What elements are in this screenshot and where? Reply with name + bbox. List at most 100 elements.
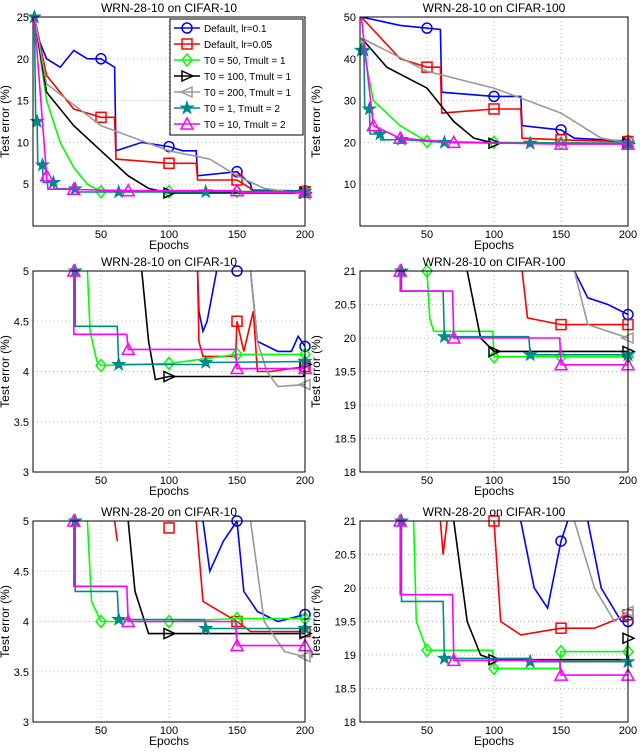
data-point-marker — [111, 611, 127, 626]
x-tick-label: 100 — [160, 725, 178, 737]
data-point-marker — [39, 168, 54, 182]
x-tick-label: 100 — [485, 229, 503, 241]
y-tick-label: 21 — [344, 266, 356, 278]
data-point-marker — [392, 130, 408, 144]
data-point-marker — [95, 53, 107, 65]
series-line-2 — [33, 17, 305, 193]
subplot-title: WRN-28-20 on CIFAR-10 — [101, 505, 237, 519]
x-axis-label: Epochs — [149, 238, 189, 252]
data-point-marker — [95, 111, 107, 124]
data-point-marker — [488, 661, 500, 676]
series-line-5 — [249, 521, 305, 658]
series-line-1 — [361, 17, 628, 142]
subplot-6: 50 100 150 200 18 18.5 19 19.5 20 20.5 21 WRN-28-20… — [309, 505, 637, 748]
data-point-marker — [421, 263, 433, 279]
data-point-marker — [120, 183, 136, 197]
data-point-marker — [436, 328, 453, 344]
y-tick-label: 3.5 — [14, 417, 29, 429]
y-tick-label: 18.5 — [335, 434, 356, 446]
data-point-marker — [488, 90, 500, 103]
y-tick-label: 30 — [344, 96, 356, 108]
x-tick-label: 200 — [296, 229, 314, 241]
x-tick-label: 200 — [619, 475, 637, 487]
data-point-marker — [120, 341, 136, 356]
data-point-marker — [163, 184, 175, 199]
x-tick-label: 150 — [228, 725, 246, 737]
y-tick-label: 21 — [344, 516, 356, 528]
legend-marker-icon — [181, 69, 195, 83]
data-point-marker — [198, 354, 214, 369]
y-tick-label: 25 — [17, 12, 29, 24]
y-axis-label: Test error (%) — [0, 585, 12, 658]
data-point-marker — [421, 643, 433, 658]
x-tick-label: 150 — [228, 229, 246, 241]
x-axis-label: Epochs — [149, 484, 189, 498]
y-tick-label: 20.5 — [335, 300, 356, 312]
subplot-1: 50 100 150 200 5 10 15 20 25 WRN-28-10 on CIFAR-1… — [0, 1, 314, 252]
y-tick-label: 4.5 — [14, 566, 29, 578]
y-tick-label: 19.5 — [335, 617, 356, 629]
series-line-1 — [520, 521, 628, 623]
series-line-5 — [249, 271, 305, 388]
data-point-marker — [163, 157, 175, 170]
y-tick-label: 4 — [23, 617, 29, 629]
data-point-marker — [555, 644, 567, 659]
y-tick-label: 5 — [23, 516, 29, 528]
plot-frame — [359, 520, 629, 723]
series-line-7 — [73, 521, 305, 647]
x-axis-label: Epochs — [474, 484, 514, 498]
subplot-title: WRN-28-10 on CIFAR-10 — [101, 255, 237, 269]
y-tick-label: 19 — [344, 400, 356, 412]
series-line-5 — [573, 271, 628, 339]
data-point-marker — [446, 330, 462, 344]
data-point-marker — [231, 315, 243, 327]
data-point-marker — [488, 349, 500, 364]
y-tick-label: 4.5 — [14, 316, 29, 328]
data-point-marker — [163, 627, 177, 640]
subplot-title: WRN-28-10 on CIFAR-100 — [423, 1, 566, 15]
y-axis-label: Test error (%) — [0, 335, 12, 408]
data-point-marker — [198, 620, 214, 636]
y-tick-label: 3 — [23, 717, 29, 729]
x-tick-label: 150 — [228, 475, 246, 487]
data-point-marker — [553, 667, 569, 681]
series-line-1 — [202, 521, 305, 623]
y-tick-label: 20 — [344, 583, 356, 595]
y-tick-label: 18 — [344, 717, 356, 729]
x-tick-label: 50 — [421, 475, 433, 487]
y-tick-label: 19.5 — [335, 367, 356, 379]
data-point-marker — [229, 360, 245, 375]
y-axis-label: Test error (%) — [309, 335, 323, 408]
data-point-marker — [67, 262, 83, 278]
x-axis-label: Epochs — [474, 734, 514, 748]
series-line-7 — [399, 521, 628, 676]
data-point-marker — [555, 535, 567, 547]
x-axis-label: Epochs — [474, 238, 514, 252]
x-tick-label: 100 — [485, 725, 503, 737]
data-point-marker — [231, 611, 243, 626]
subplot-title: WRN-28-10 on CIFAR-10 — [101, 1, 237, 15]
subplot-2: 50 100 150 200 10 20 30 40 50 WRN-28-10 on CIFAR-… — [309, 1, 637, 252]
data-point-marker — [555, 318, 567, 331]
y-tick-label: 10 — [344, 179, 356, 191]
y-tick-label: 5 — [23, 266, 29, 278]
subplot-4: 50 100 150 200 18 18.5 19 19.5 20 20.5 21 WRN-28-10… — [309, 255, 637, 498]
legend-entry-label: T0 = 10, Tmult = 2 — [204, 120, 286, 131]
legend-marker-icon — [179, 116, 195, 130]
data-point-marker — [436, 650, 453, 665]
data-point-marker — [372, 125, 388, 141]
data-point-marker — [393, 512, 410, 528]
y-tick-label: 20.5 — [335, 550, 356, 562]
x-tick-label: 100 — [160, 229, 178, 241]
x-tick-label: 50 — [421, 229, 433, 241]
y-tick-label: 15 — [17, 96, 29, 108]
plot-frame — [32, 16, 306, 227]
data-point-marker — [95, 358, 107, 373]
plot-frame — [359, 16, 629, 227]
series-line-4 — [127, 521, 305, 635]
x-tick-label: 200 — [296, 475, 314, 487]
y-axis-label: Test error (%) — [309, 85, 323, 158]
data-point-marker — [95, 614, 107, 629]
data-point-marker — [553, 136, 569, 150]
